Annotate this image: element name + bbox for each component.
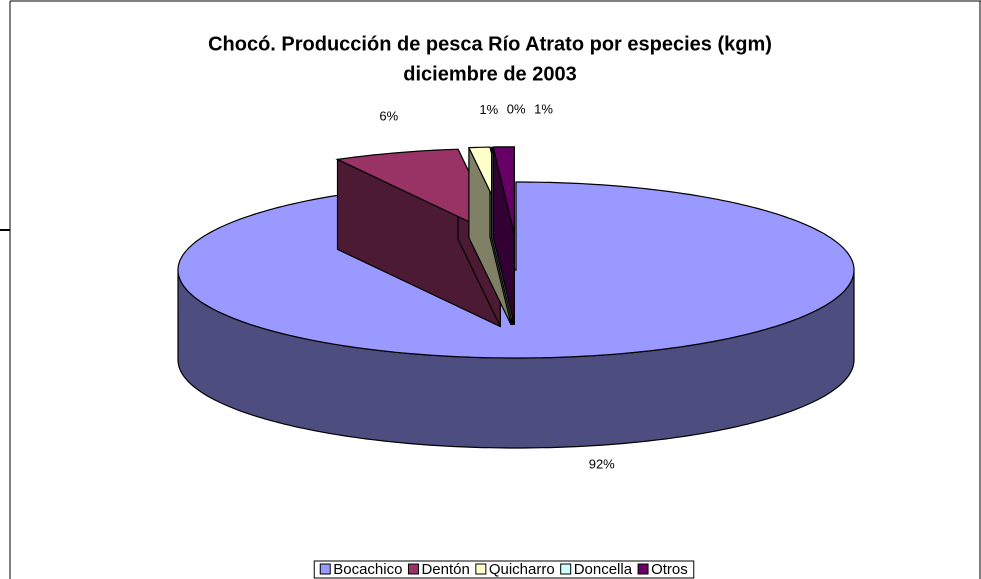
legend-swatch (319, 563, 331, 575)
legend-swatch (475, 563, 487, 575)
legend-label: Doncella (574, 561, 633, 578)
legend: Bocachico Dentón Quicharro Doncella Otros (313, 560, 695, 579)
legend-label: Quicharro (489, 561, 555, 578)
legend-label: Bocachico (333, 561, 402, 578)
slice (492, 146, 515, 325)
legend-swatch (637, 563, 649, 575)
data-label: 6% (379, 108, 398, 123)
data-label: 0% (507, 102, 526, 117)
legend-swatch (560, 563, 572, 575)
slice (177, 181, 855, 359)
slice (335, 148, 502, 238)
data-label: 92% (589, 457, 615, 472)
data-label: 1% (479, 102, 498, 117)
legend-label: Otros (651, 561, 688, 578)
data-label: 1% (534, 101, 553, 116)
chart-subtitle: diciembre de 2003 (403, 63, 576, 85)
chart-title: Chocó. Producción de pesca Río Atrato po… (208, 33, 772, 55)
legend-label: Dentón (421, 561, 469, 578)
slice (492, 146, 515, 235)
slice (177, 181, 855, 449)
legend-swatch (407, 563, 419, 575)
